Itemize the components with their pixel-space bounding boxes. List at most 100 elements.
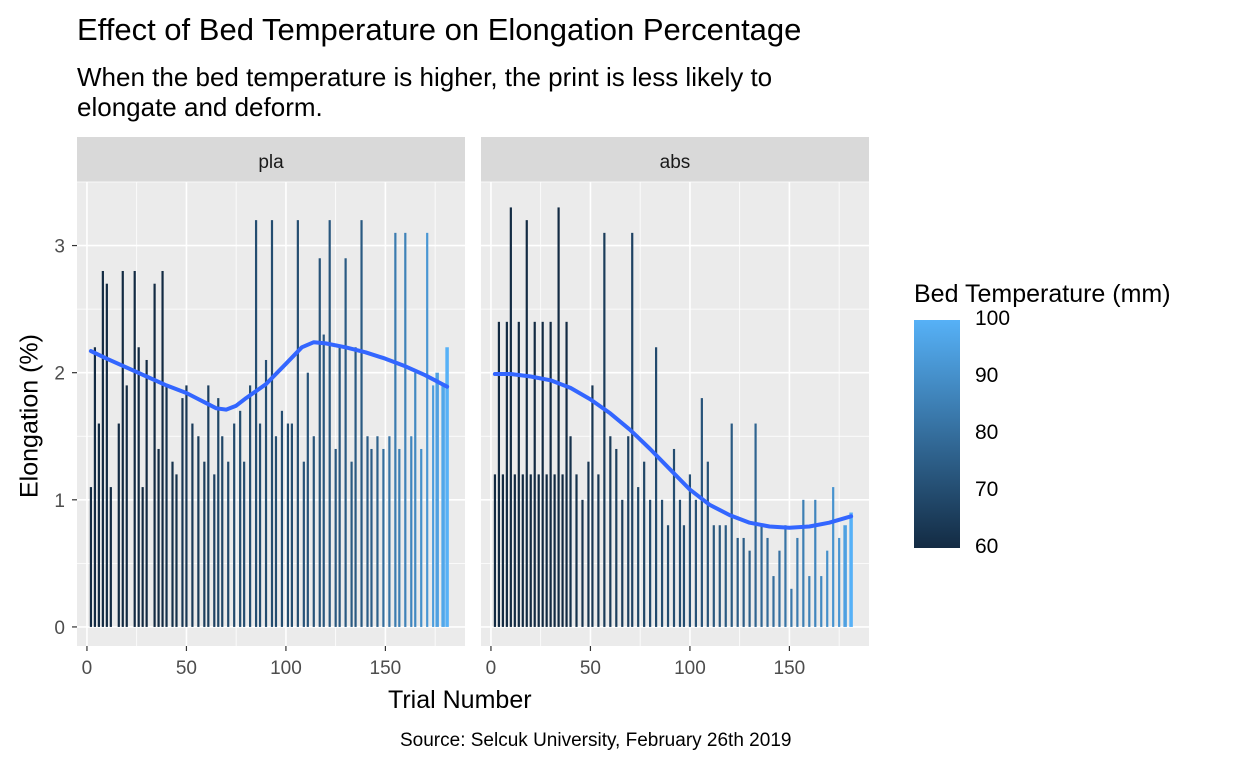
chart-caption: Source: Selcuk University, February 26th… (400, 730, 792, 751)
bar (432, 385, 435, 627)
bar (561, 474, 564, 627)
bar (575, 474, 578, 627)
bar (117, 423, 120, 627)
bar (529, 474, 532, 627)
bar (264, 359, 268, 627)
bar (306, 372, 309, 627)
bar (814, 499, 817, 627)
bar (137, 347, 140, 627)
facet-strip (481, 137, 869, 182)
bar (435, 372, 439, 627)
bar (388, 436, 391, 627)
bar (191, 423, 194, 627)
bar (157, 448, 160, 627)
bar (643, 461, 646, 627)
legend-tick-label: 90 (975, 364, 999, 387)
x-tick-label: 100 (270, 658, 302, 679)
bar (808, 576, 811, 627)
bar (93, 347, 97, 627)
bar (197, 436, 200, 627)
bar (521, 474, 524, 627)
bar (760, 525, 763, 627)
bar (672, 448, 676, 627)
bar (493, 474, 497, 627)
bar (366, 436, 369, 627)
bar (376, 436, 379, 627)
y-tick-label: 2 (54, 364, 65, 385)
bar (501, 474, 504, 627)
smooth-line (492, 372, 854, 530)
bar (404, 232, 407, 627)
x-tick-label: 150 (370, 658, 402, 679)
bar (826, 550, 829, 627)
bar (660, 499, 664, 627)
legend-title: Bed Temperature (mm) (914, 280, 1171, 308)
bar (525, 220, 528, 627)
bar (105, 283, 108, 627)
bar (354, 347, 357, 627)
bar (849, 512, 853, 627)
facet-strip (77, 137, 465, 182)
bar (597, 474, 600, 627)
bar (258, 423, 262, 627)
bar (820, 576, 823, 627)
bar (553, 474, 556, 627)
bar (772, 576, 775, 627)
bar (569, 436, 572, 627)
smooth-line (88, 340, 450, 412)
bar (730, 423, 733, 627)
bar (181, 398, 184, 627)
bar (587, 461, 590, 627)
y-tick-label: 3 (54, 237, 65, 258)
bar (414, 372, 417, 627)
bar (153, 283, 156, 627)
bar (270, 220, 274, 627)
bar (109, 487, 112, 627)
bar (394, 232, 397, 627)
legend-tick-label: 60 (975, 535, 999, 558)
bar (312, 436, 315, 627)
bar (533, 321, 536, 627)
bar (274, 436, 278, 627)
bar (513, 474, 516, 627)
x-tick-label: 50 (176, 658, 197, 679)
y-tick-label: 0 (54, 618, 65, 639)
legend-colorbar (914, 320, 960, 548)
bar (125, 385, 128, 627)
bar (654, 347, 658, 627)
bar (165, 385, 168, 627)
y-axis-label: Elongation (%) (15, 334, 44, 498)
bar (712, 525, 715, 627)
bar (537, 474, 540, 627)
bar (97, 423, 100, 627)
bar (557, 207, 560, 627)
bar (121, 270, 124, 627)
bar (145, 359, 148, 627)
chart-title: Effect of Bed Temperature on Elongation … (77, 12, 802, 47)
x-axis-label: Trial Number (388, 686, 532, 714)
bar (207, 385, 210, 627)
bar (706, 461, 709, 627)
bar (441, 385, 445, 627)
bar (133, 270, 136, 627)
bar (615, 448, 618, 627)
bar (249, 385, 252, 627)
x-tick-label: 150 (774, 658, 806, 679)
bar (334, 448, 337, 627)
bar (541, 321, 544, 627)
x-tick-label: 0 (82, 658, 93, 679)
bar (784, 525, 787, 627)
bar (221, 436, 224, 627)
bar (382, 448, 385, 627)
bar (666, 525, 670, 627)
bar (280, 410, 284, 627)
bar (360, 220, 363, 627)
bar (233, 423, 236, 627)
bar (296, 220, 299, 627)
bar (549, 321, 552, 627)
bar (545, 474, 548, 627)
bar (203, 461, 206, 627)
legend-tick-label: 100 (975, 307, 1011, 330)
bar (838, 537, 841, 627)
chart-subtitle: When the bed temperature is higher, the … (77, 62, 773, 122)
